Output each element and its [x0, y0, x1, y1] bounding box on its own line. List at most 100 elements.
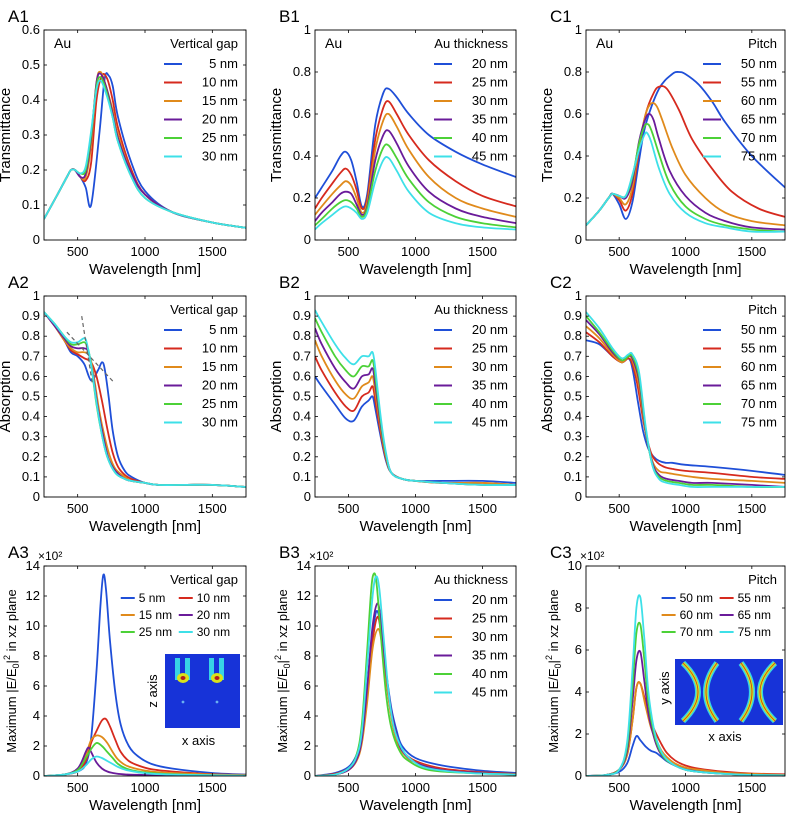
x-axis-label: Wavelength [nm]	[630, 261, 742, 278]
legend-entry: 50 nm	[680, 591, 713, 605]
legend-entry: 50 nm	[741, 322, 777, 337]
series-line-30-nm	[44, 755, 246, 776]
legend-entry: 10 nm	[202, 341, 238, 356]
panel-C2: C2 500 1000 1500 0 0.1 0.2 0.3 0.4 0.5 0.6 0.7 0.8 0.…	[539, 273, 786, 535]
y-tick-label: 6	[304, 678, 311, 693]
x-tick-label: 1000	[131, 244, 160, 259]
series-line-30-nm	[44, 79, 246, 229]
x-tick-label: 1500	[468, 244, 497, 259]
inset-x-label: x axis	[708, 729, 742, 744]
hotspot-core	[214, 676, 220, 680]
y-tick-label: 0	[304, 489, 311, 504]
x-tick-label: 1500	[737, 780, 766, 795]
y-axis-label: Transmittance	[0, 88, 14, 182]
legend-entry: 15 nm	[202, 359, 238, 374]
legend-entry: 30 nm	[472, 93, 508, 108]
y-tick-label: 1	[33, 288, 40, 303]
y-tick-label: 0.4	[293, 148, 311, 163]
panel-label: B1	[279, 7, 300, 26]
legend-entry: 50 nm	[741, 56, 777, 71]
legend-entry: 55 nm	[741, 75, 777, 90]
series-line-45-nm	[315, 575, 516, 776]
panel-label: A1	[8, 7, 29, 26]
y-tick-label: 1	[304, 22, 311, 37]
legend-title: Pitch	[748, 36, 777, 51]
x-tick-label: 1500	[468, 780, 497, 795]
legend-entry: 65 nm	[738, 608, 771, 622]
legend-entry: 45 nm	[472, 685, 508, 700]
field-lobe-core	[740, 662, 753, 722]
legend-entry: 65 nm	[741, 112, 777, 127]
y-tick-label: 10	[26, 618, 40, 633]
legend-entry: 30 nm	[472, 359, 508, 374]
y-tick-label: 8	[575, 600, 582, 615]
material-annotation: Au	[325, 35, 342, 51]
y-tick-label: 0.3	[22, 127, 40, 142]
hotspot-core	[180, 676, 186, 680]
x-tick-label: 500	[608, 780, 630, 795]
x-tick-label: 500	[608, 244, 630, 259]
legend-title: Pitch	[748, 302, 777, 317]
y-tick-label: 2	[575, 726, 582, 741]
panel-label: C1	[550, 7, 572, 26]
panel-B1: B1 500 1000 1500 0 0.2 0.4 0.6 0.8 1 Wavelength [n…	[268, 7, 517, 278]
series-line-35-nm	[315, 602, 516, 776]
field-speck	[215, 700, 219, 704]
y-tick-label: 0.8	[564, 64, 582, 79]
legend-entry: 20 nm	[472, 592, 508, 607]
series-line-20-nm	[44, 746, 246, 776]
axis-multiplier: ×10²	[309, 549, 333, 563]
x-axis-label: Wavelength [nm]	[360, 261, 472, 278]
legend-entry: 70 nm	[741, 130, 777, 145]
y-tick-label: 0.4	[564, 148, 582, 163]
x-tick-label: 500	[67, 244, 89, 259]
field-map-inset	[675, 659, 783, 725]
legend-entry: 40 nm	[472, 666, 508, 681]
legend-entry: 60 nm	[741, 359, 777, 374]
panel-label: A2	[8, 273, 29, 292]
panel-A2: A2 500 1000 1500 0 0.1 0.2 0.3 0.4 0.5 0.6 0.7 0.8 0.…	[0, 273, 247, 535]
legend-entry: 5 nm	[209, 322, 238, 337]
legend-entry: 20 nm	[202, 112, 238, 127]
legend-entry: 55 nm	[741, 341, 777, 356]
panel-label: C3	[550, 543, 572, 562]
x-tick-label: 500	[338, 780, 360, 795]
y-tick-label: 0	[575, 489, 582, 504]
x-tick-label: 1500	[198, 501, 227, 516]
panel-C1: C1 500 1000 1500 0 0.2 0.4 0.6 0.8 1 Wavelength [n…	[539, 7, 786, 278]
axis-multiplier: ×10²	[580, 549, 604, 563]
y-tick-label: 0.5	[293, 389, 311, 404]
x-tick-label: 500	[338, 501, 360, 516]
legend-title: Vertical gap	[170, 36, 238, 51]
panel-B2: B2 500 1000 1500 0 0.1 0.2 0.3 0.4 0.5 0.6 0.7 0.8 0.…	[268, 273, 517, 535]
y-tick-label: 0.2	[22, 162, 40, 177]
y-tick-label: 0	[575, 232, 582, 247]
y-tick-label: 1	[304, 288, 311, 303]
panel-A3: A3 ×10² 500 1000 1500 0 2 4 6 8 10 12 14 Wavelength […	[2, 543, 247, 814]
legend-entry: 70 nm	[741, 396, 777, 411]
series-group	[315, 87, 516, 231]
y-tick-label: 0	[33, 768, 40, 783]
series-group	[315, 309, 516, 486]
series-group	[586, 594, 785, 776]
x-tick-label: 1500	[737, 244, 766, 259]
field-lobe-core	[759, 662, 776, 722]
series-line-30-nm	[44, 311, 246, 488]
panel-label: B2	[279, 273, 300, 292]
legend-entry: 65 nm	[741, 378, 777, 393]
y-axis-label: Transmittance	[539, 88, 556, 182]
y-tick-label: 0.5	[22, 389, 40, 404]
legend-entry: 5 nm	[139, 591, 166, 605]
hotspot-edge	[219, 658, 224, 680]
legend-entry: 30 nm	[472, 629, 508, 644]
y-tick-label: 4	[575, 684, 582, 699]
y-tick-label: 8	[33, 648, 40, 663]
x-tick-label: 500	[67, 780, 89, 795]
legend-entry: 25 nm	[202, 396, 238, 411]
y-tick-label: 2	[33, 738, 40, 753]
series-group	[586, 71, 785, 233]
x-tick-label: 1000	[131, 501, 160, 516]
legend-entry: 30 nm	[202, 415, 238, 430]
legend-entry: 40 nm	[472, 130, 508, 145]
hotspot-edge	[209, 658, 214, 680]
